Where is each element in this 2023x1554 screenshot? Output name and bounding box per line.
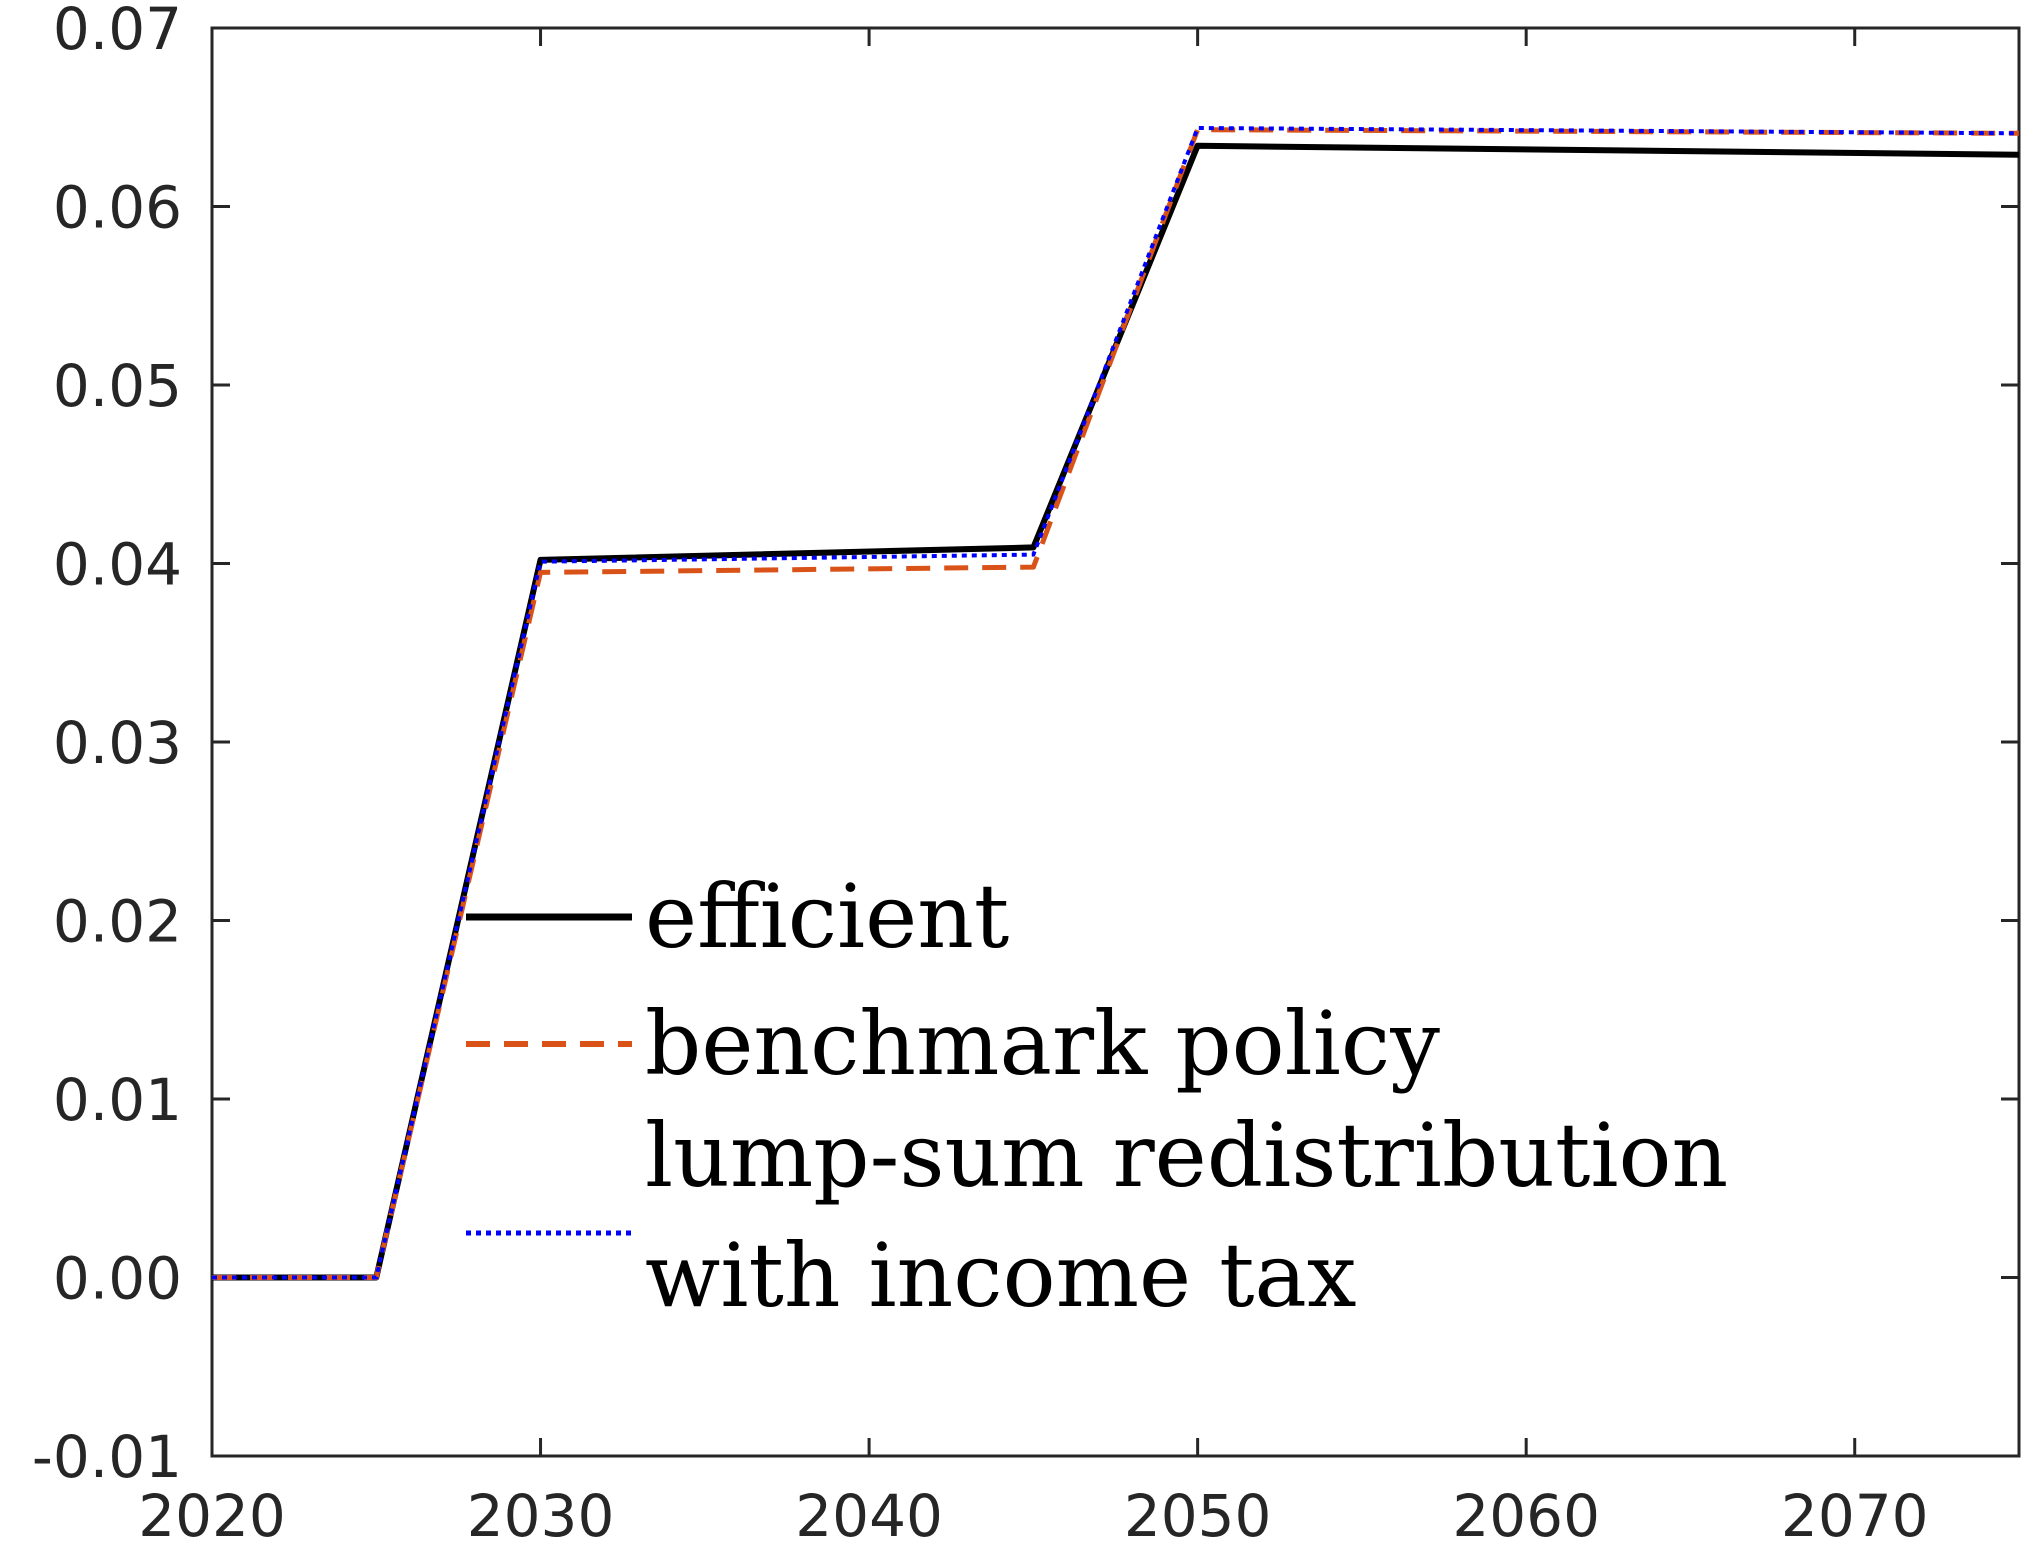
y-tick-label: 0.06 [53,174,182,242]
x-tick-label: 2050 [1124,1482,1272,1550]
series-line-1 [212,127,2020,1280]
y-tick-label: 0.00 [53,1245,182,1313]
legend-label-1: benchmark policy [645,992,1440,1095]
x-tick-label: 2070 [1781,1482,1929,1550]
x-tick-label: 2040 [795,1482,943,1550]
x-tick-label: 2030 [467,1482,615,1550]
y-tick-label: 0.01 [53,1066,182,1134]
y-tick-label: 0.03 [53,709,182,777]
y-tick-label: -0.01 [32,1423,182,1491]
legend-label-0: efficient [645,865,1009,968]
y-tick-label: 0.07 [53,0,182,63]
y-axis: -0.01 0.00 0.01 0.02 0.03 0.04 0.05 0.06 0.07 [32,0,2019,1491]
y-tick-label: 0.04 [53,531,182,599]
legend-label-2-line-1: with income tax [645,1224,1357,1327]
plot-area [210,26,2021,1458]
y-tick-label: 0.02 [53,888,182,956]
series-lines [212,126,2020,1281]
x-tick-label: 2020 [138,1482,286,1550]
x-tick-label: 2060 [1452,1482,1600,1550]
x-axis: 2020 2030 2040 2050 2060 2070 [138,28,1929,1550]
legend-label-2-line-0: lump-sum redistribution [645,1104,1728,1207]
y-tick-label: 0.05 [53,352,182,420]
